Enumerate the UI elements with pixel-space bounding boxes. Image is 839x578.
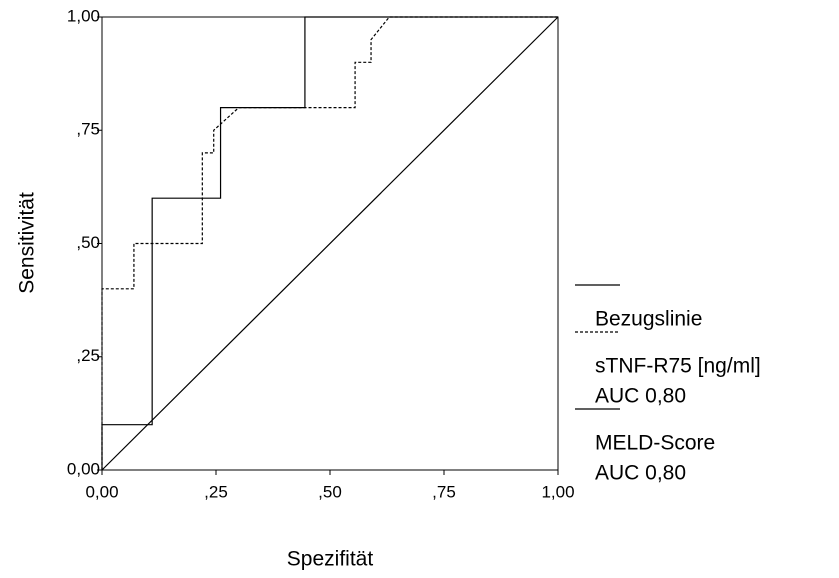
y-tick-label: ,25 [76,346,100,365]
legend-label: Bezugslinie [595,308,702,331]
y-tick-label: ,50 [76,233,100,252]
x-tick-label: ,75 [432,482,456,501]
legend-auc: AUC 0,80 [595,462,686,485]
x-tick-label: 0,00 [85,482,118,501]
x-tick-label: ,25 [204,482,228,501]
x-tick-label: ,50 [318,482,342,501]
y-axis-title: Sensitivität [16,192,39,294]
y-tick-label: 0,00 [67,459,100,478]
legend-auc: AUC 0,80 [595,385,686,408]
legend-label: sTNF-R75 [ng/ml] [595,355,761,378]
y-tick-label: ,75 [76,120,100,139]
y-tick-label: 1,00 [67,6,100,25]
roc-line [101,16,558,470]
roc-line [101,16,558,470]
roc-line [101,16,559,471]
x-axis-title: Spezifität [287,548,374,571]
legend-label: MELD-Score [595,432,715,455]
x-tick-label: 1,00 [541,482,574,501]
